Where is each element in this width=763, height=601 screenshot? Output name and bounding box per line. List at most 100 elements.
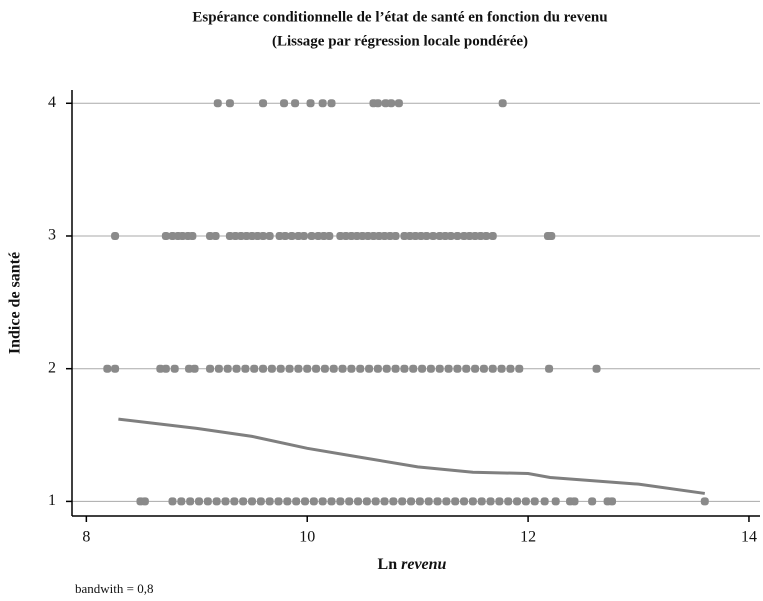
point (460, 497, 469, 506)
point (373, 99, 382, 108)
point (221, 497, 230, 506)
point (303, 364, 312, 373)
point (259, 364, 268, 373)
point (477, 497, 486, 506)
point (211, 231, 220, 240)
point (168, 497, 177, 506)
point (256, 497, 265, 506)
point (241, 364, 250, 373)
point (336, 497, 345, 506)
x-tick-label: 10 (299, 529, 315, 546)
point (309, 497, 318, 506)
point (391, 364, 400, 373)
point (540, 497, 549, 506)
point (409, 364, 418, 373)
point (415, 497, 424, 506)
point (186, 497, 195, 506)
y-tick-label: 4 (48, 94, 56, 111)
point (111, 231, 120, 240)
point (380, 497, 389, 506)
point (515, 364, 524, 373)
y-tick-label: 3 (48, 227, 56, 244)
point (318, 497, 327, 506)
point (203, 497, 212, 506)
note: bandwith = 0,8 (75, 581, 153, 596)
point (545, 364, 554, 373)
x-tick-label: 14 (741, 529, 757, 546)
point (283, 497, 292, 506)
point (206, 364, 215, 373)
point (320, 364, 329, 373)
point (306, 99, 315, 108)
point (140, 497, 149, 506)
x-axis-title-main: Ln (378, 556, 398, 573)
point (301, 497, 310, 506)
point (592, 364, 601, 373)
point (444, 364, 453, 373)
point (329, 364, 338, 373)
point (446, 231, 455, 240)
point (223, 364, 232, 373)
point (530, 497, 539, 506)
x-tick-label: 12 (520, 529, 536, 546)
point (285, 364, 294, 373)
point (424, 497, 433, 506)
point (422, 231, 431, 240)
point (274, 497, 283, 506)
point (292, 497, 301, 506)
point (382, 364, 391, 373)
point (418, 364, 427, 373)
point (265, 231, 274, 240)
point (373, 364, 382, 373)
point (389, 497, 398, 506)
point (287, 231, 296, 240)
point (608, 497, 617, 506)
point (504, 497, 513, 506)
point (521, 497, 530, 506)
point (225, 99, 234, 108)
point (371, 497, 380, 506)
point (232, 364, 241, 373)
point (547, 231, 556, 240)
point (250, 364, 259, 373)
point (325, 231, 334, 240)
point (347, 364, 356, 373)
point (488, 231, 497, 240)
point (453, 231, 462, 240)
point (291, 99, 300, 108)
point (498, 99, 507, 108)
point (212, 497, 221, 506)
point (488, 364, 497, 373)
y-axis-title: Indice de santé (7, 252, 24, 354)
point (394, 99, 403, 108)
point (700, 497, 709, 506)
point (479, 364, 488, 373)
point (299, 231, 308, 240)
point (194, 497, 203, 506)
point (433, 497, 442, 506)
point (267, 364, 276, 373)
point (103, 364, 112, 373)
point (111, 364, 120, 373)
point (429, 231, 438, 240)
point (276, 364, 285, 373)
point (161, 231, 170, 240)
point (570, 497, 579, 506)
point (387, 99, 396, 108)
point (170, 364, 179, 373)
x-axis-title-italic: revenu (401, 556, 446, 573)
point (265, 497, 274, 506)
point (338, 364, 347, 373)
point (391, 231, 400, 240)
point (495, 497, 504, 506)
point (442, 497, 451, 506)
point (259, 99, 268, 108)
point (230, 497, 239, 506)
point (327, 99, 336, 108)
point (177, 497, 186, 506)
point (280, 99, 289, 108)
point (248, 497, 257, 506)
point (312, 364, 321, 373)
point (482, 231, 491, 240)
